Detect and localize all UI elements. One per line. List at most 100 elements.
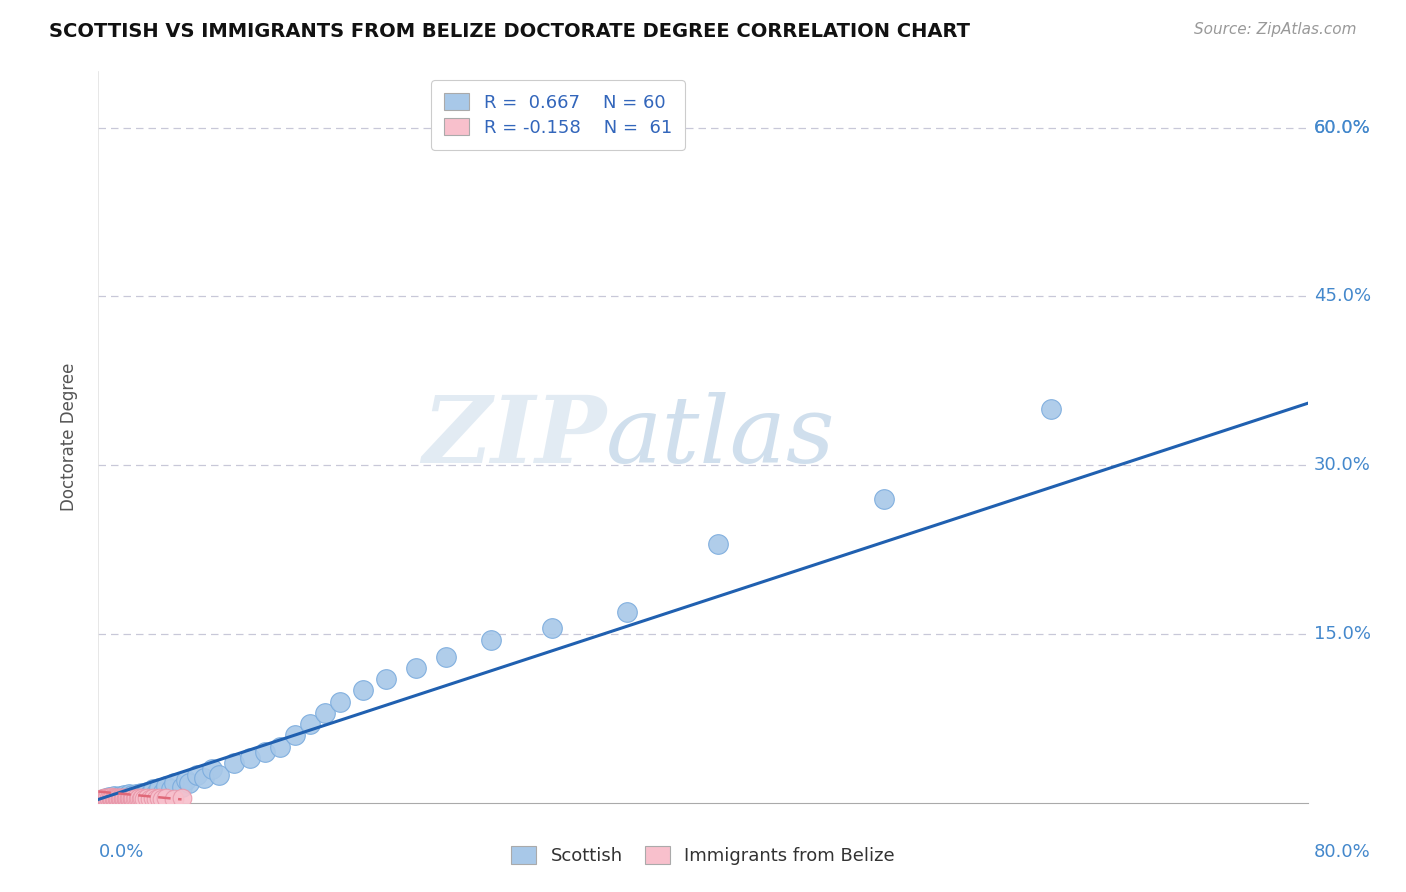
Point [145, 792, 167, 806]
Point [142, 782, 165, 797]
Text: 60.0%: 60.0% [1313, 119, 1371, 136]
Point [148, 781, 170, 796]
Point [105, 792, 128, 806]
Point [118, 787, 141, 801]
Legend: R =  0.667    N = 60, R = -0.158    N =  61: R = 0.667 N = 60, R = -0.158 N = 61 [432, 80, 685, 150]
Point [124, 792, 146, 806]
Point [98, 791, 121, 805]
Text: 30.0%: 30.0% [1313, 456, 1371, 475]
Point [104, 791, 127, 805]
Point [98, 792, 121, 806]
Text: SCOTTISH VS IMMIGRANTS FROM BELIZE DOCTORATE DEGREE CORRELATION CHART: SCOTTISH VS IMMIGRANTS FROM BELIZE DOCTO… [49, 22, 970, 41]
Point [299, 717, 322, 731]
Point [93, 791, 115, 805]
Point [96, 792, 118, 806]
Point [155, 791, 177, 805]
Point [115, 792, 138, 806]
Point [148, 791, 170, 805]
Point [135, 791, 157, 805]
Point [873, 491, 896, 506]
Point [132, 788, 155, 802]
Point [129, 792, 152, 806]
Point [118, 791, 141, 805]
Point [115, 791, 138, 805]
Point [128, 791, 150, 805]
Point [114, 790, 136, 805]
Point [139, 787, 162, 801]
Point [155, 779, 177, 793]
Point [405, 661, 427, 675]
Point [163, 792, 186, 806]
Point [135, 784, 157, 798]
Point [201, 762, 224, 776]
Point [120, 792, 142, 806]
Point [94, 791, 117, 805]
Point [100, 792, 122, 806]
Point [90, 793, 112, 807]
Point [101, 791, 124, 805]
Point [125, 791, 148, 805]
Point [105, 791, 128, 805]
Point [91, 792, 114, 806]
Point [108, 791, 131, 805]
Point [94, 791, 117, 805]
Point [111, 792, 134, 806]
Text: ZIP: ZIP [422, 392, 606, 482]
Point [329, 694, 352, 708]
Text: Source: ZipAtlas.com: Source: ZipAtlas.com [1194, 22, 1357, 37]
Point [163, 775, 186, 789]
Text: atlas: atlas [606, 392, 835, 482]
Point [91, 792, 114, 806]
Point [107, 791, 129, 805]
Point [121, 792, 143, 806]
Point [284, 728, 307, 742]
Point [120, 790, 142, 805]
Point [122, 792, 145, 806]
Point [142, 791, 165, 805]
Point [105, 790, 128, 805]
Point [224, 756, 246, 771]
Point [101, 792, 124, 806]
Point [152, 784, 174, 798]
Point [91, 793, 114, 807]
Point [96, 791, 118, 805]
Point [127, 792, 149, 806]
Point [108, 789, 131, 803]
Point [150, 792, 173, 806]
Point [111, 790, 134, 805]
Point [129, 786, 152, 800]
Point [103, 789, 125, 803]
Point [121, 791, 143, 805]
Point [131, 791, 153, 805]
Point [89, 793, 111, 807]
Point [193, 771, 215, 785]
Legend: Scottish, Immigrants from Belize: Scottish, Immigrants from Belize [503, 839, 903, 872]
Point [314, 706, 336, 720]
Point [110, 791, 132, 805]
Point [120, 791, 142, 805]
Point [110, 791, 132, 805]
Text: 60.0%: 60.0% [1313, 119, 1371, 136]
Point [1039, 401, 1062, 416]
Point [174, 773, 197, 788]
Point [103, 791, 125, 805]
Point [90, 792, 112, 806]
Y-axis label: Doctorate Degree: Doctorate Degree [59, 363, 77, 511]
Text: 80.0%: 80.0% [1313, 843, 1371, 861]
Point [481, 632, 503, 647]
Point [93, 793, 115, 807]
Point [122, 791, 145, 805]
Point [127, 790, 149, 805]
Point [208, 767, 231, 781]
Point [145, 786, 167, 800]
Point [434, 649, 457, 664]
Point [170, 780, 193, 794]
Point [100, 792, 122, 806]
Point [114, 791, 136, 805]
Point [160, 782, 183, 797]
Point [98, 790, 121, 805]
Point [110, 792, 132, 806]
Point [107, 792, 129, 806]
Point [125, 787, 148, 801]
Point [90, 793, 112, 807]
